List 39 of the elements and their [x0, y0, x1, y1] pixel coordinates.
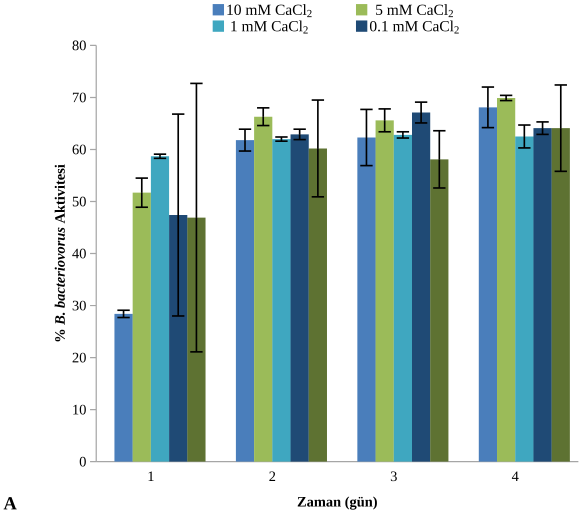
bar — [478, 107, 498, 462]
bar — [515, 136, 534, 462]
bar — [552, 128, 570, 462]
x-tick-label: 4 — [512, 471, 519, 481]
bar — [150, 156, 170, 462]
bar — [497, 98, 516, 462]
bar — [236, 140, 254, 462]
y-tick-label: 40 — [72, 248, 86, 258]
y-tick-label: 60 — [72, 144, 86, 154]
bar — [430, 159, 448, 462]
x-tick-label: 3 — [390, 471, 397, 482]
bar — [169, 214, 188, 462]
bar — [394, 134, 412, 462]
legend-label: 10 mM CaCl$_{2}$ — [227, 4, 312, 18]
bar — [357, 137, 376, 462]
bar — [114, 314, 133, 462]
y-tick-label: 70 — [72, 92, 86, 102]
legend-label: 0.1 mM CaCl$_{2}$ — [370, 20, 459, 34]
bar — [272, 139, 291, 462]
text: A — [4, 497, 17, 510]
bar — [412, 112, 430, 462]
bar — [533, 128, 552, 462]
x-tick-label: 2 — [269, 471, 276, 481]
legend-label: 1 mM CaCl$_{2}$ — [231, 20, 308, 34]
bar — [376, 120, 394, 462]
y-tick-label: 20 — [72, 352, 86, 362]
bar — [290, 134, 309, 462]
y-tick-label: 50 — [72, 196, 86, 206]
bar — [132, 192, 151, 462]
y-tick-label: 30 — [72, 300, 86, 310]
legend-label: 5 mM CaCl$_{2}$ — [376, 4, 453, 18]
y-tick-label: 10 — [73, 404, 86, 414]
bar — [254, 116, 272, 462]
x-axis-title: Zaman (gün) — [298, 496, 377, 510]
y-tick-label: 0 — [80, 456, 86, 466]
y-tick-label: 80 — [72, 40, 86, 50]
x-tick-label: 1 — [148, 471, 154, 481]
bar — [308, 148, 327, 462]
y-axis-title: % B. bacteriovorus Aktivitesi — [54, 164, 65, 342]
